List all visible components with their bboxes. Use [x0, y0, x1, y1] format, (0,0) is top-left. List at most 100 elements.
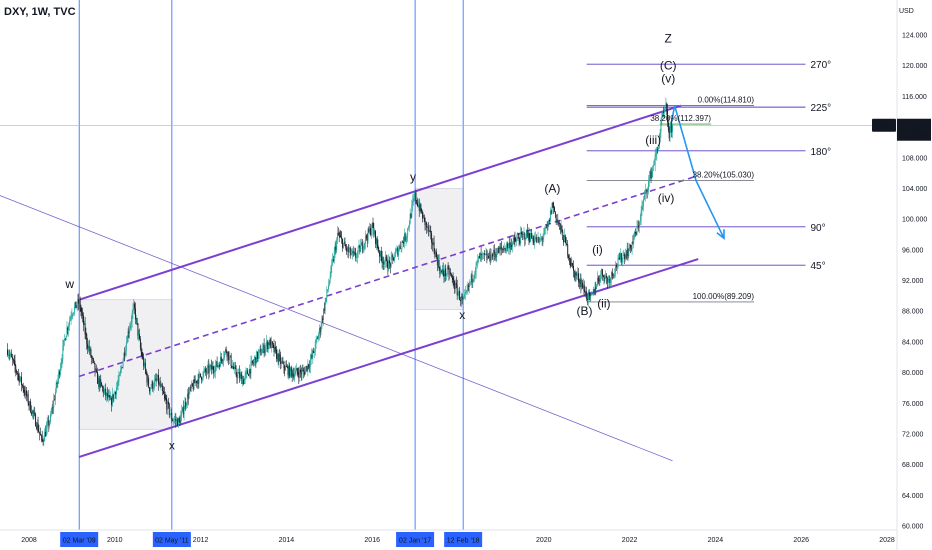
candle-body: [281, 361, 283, 363]
candle-body: [219, 364, 221, 367]
candle-body: [458, 290, 460, 294]
candle-body: [207, 365, 209, 368]
candle-body: [244, 374, 246, 379]
candle-body: [219, 356, 221, 367]
candle-body: [413, 197, 415, 199]
candle-body: [599, 279, 601, 282]
candle-body: [450, 273, 452, 276]
candle-body: [631, 241, 633, 250]
candle-body: [63, 340, 65, 346]
candle-body: [654, 154, 656, 165]
candle-body: [224, 349, 226, 353]
candle-body: [402, 241, 404, 243]
candle-body: [194, 379, 196, 384]
candle-body: [152, 381, 154, 389]
candle-body: [277, 353, 279, 363]
candle-body: [510, 244, 512, 250]
candle-body: [455, 282, 456, 289]
last-price-value: 112.173: [900, 123, 925, 130]
candle-body: [437, 260, 439, 266]
candle-body: [51, 407, 53, 413]
symbol-title[interactable]: DXY, 1W, TVC: [4, 6, 76, 18]
candle-body: [221, 359, 223, 362]
candle-body: [55, 382, 57, 393]
candle-body: [584, 290, 586, 296]
candle-body: [624, 254, 626, 260]
candle-body: [658, 138, 660, 148]
candle-body: [450, 272, 452, 274]
price-tick-11: 84.000: [902, 339, 924, 346]
candle-body: [299, 369, 301, 378]
time-tick-5: 2016: [364, 537, 380, 544]
candle-body: [403, 242, 404, 244]
candle-body: [284, 367, 286, 371]
candle-body: [232, 366, 234, 368]
candle-body: [187, 393, 189, 399]
candle-body: [342, 243, 344, 248]
candle-body: [372, 222, 374, 228]
candle-body: [36, 422, 38, 429]
candle-body: [323, 308, 325, 311]
candle-body: [229, 355, 231, 357]
candle-body: [111, 394, 113, 406]
candle-body: [501, 247, 503, 249]
candle-body: [225, 349, 227, 352]
candle-body: [318, 334, 320, 339]
candle-body: [262, 349, 263, 354]
candle-body: [92, 358, 94, 361]
candle-body: [21, 385, 23, 386]
gann-level-label-4: 90°: [810, 223, 825, 234]
candle-body: [423, 214, 425, 218]
candle-body: [85, 334, 87, 335]
candle-body: [610, 278, 612, 283]
candle-body: [48, 420, 50, 426]
candle-body: [585, 291, 587, 296]
candle-body: [481, 254, 483, 256]
candle-body: [565, 237, 567, 245]
candle-body: [526, 230, 528, 237]
candle-body: [559, 223, 561, 230]
candle-body: [117, 381, 119, 385]
candle-body: [73, 306, 75, 313]
candle-body: [587, 298, 588, 301]
candle-body: [415, 192, 417, 201]
candle-body: [238, 372, 239, 374]
candle-body: [606, 275, 607, 278]
time-axis[interactable]: 2008201020122014201620182020202220242026…: [0, 529, 897, 547]
candle-body: [613, 274, 615, 276]
candle-body: [355, 253, 357, 258]
candle-body: [375, 231, 376, 244]
candle-body: [285, 365, 287, 371]
wave-label-6: (B): [577, 304, 593, 318]
candle-body: [340, 236, 342, 238]
candle-body: [506, 243, 508, 249]
candle-body: [426, 222, 428, 228]
candle-body: [276, 353, 278, 360]
candle-body: [226, 351, 228, 357]
candle-body: [164, 395, 166, 399]
candle-body: [348, 250, 350, 252]
candle-body: [533, 241, 535, 243]
candle-body: [466, 290, 468, 291]
candle-body: [126, 342, 128, 343]
candle-body: [21, 376, 23, 386]
price-axis[interactable]: 124.000120.000116.000112.000108.000104.0…: [872, 0, 931, 550]
candle-body: [66, 327, 68, 337]
candle-body: [422, 212, 423, 219]
candle-body: [40, 434, 41, 436]
candle-body: [314, 351, 315, 353]
candle-body: [578, 273, 579, 282]
channel-mid-line: [78, 176, 695, 378]
wave-label-8: (ii): [597, 296, 610, 310]
price-tick-10: 88.000: [902, 309, 924, 316]
candle-body: [488, 251, 490, 258]
candle-body: [163, 390, 164, 394]
candle-body: [222, 360, 224, 362]
candle-body: [460, 296, 462, 301]
candle-body: [104, 388, 106, 391]
candle-body: [235, 368, 237, 375]
candle-body: [464, 291, 466, 295]
price-tick-3: 116.000: [902, 94, 927, 101]
candle-body: [514, 238, 516, 242]
